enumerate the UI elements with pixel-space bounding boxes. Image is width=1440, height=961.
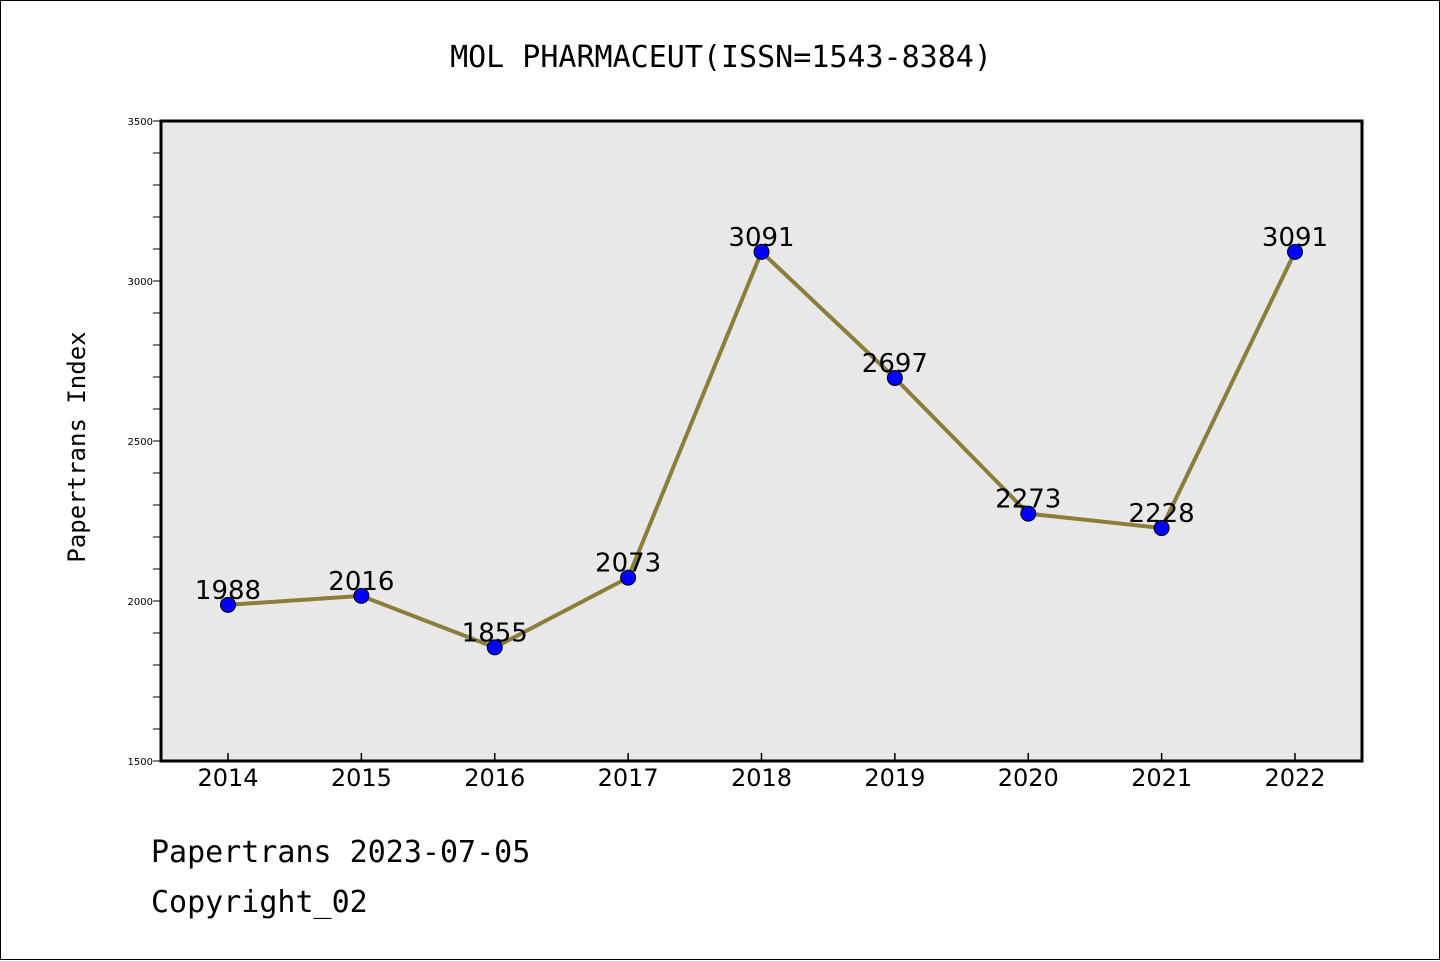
data-label: 2273 bbox=[995, 485, 1061, 515]
y-tick-label: 2000 bbox=[128, 597, 153, 608]
x-tick-label: 2021 bbox=[1131, 764, 1192, 792]
x-tick-label: 2016 bbox=[464, 764, 525, 792]
data-point bbox=[753, 243, 770, 260]
series-layer bbox=[220, 243, 1303, 656]
y-tick-label: 1500 bbox=[128, 757, 153, 768]
x-tick-label: 2017 bbox=[598, 764, 659, 792]
plot-area bbox=[159, 119, 1364, 763]
x-tick-label: 2020 bbox=[998, 764, 1059, 792]
data-point bbox=[1020, 505, 1037, 522]
data-label: 2073 bbox=[595, 549, 661, 579]
x-tick-label: 2022 bbox=[1264, 764, 1325, 792]
y-tick-label: 3000 bbox=[128, 277, 153, 288]
data-label: 2016 bbox=[328, 567, 394, 597]
data-point bbox=[886, 369, 903, 386]
y-tick-label: 3500 bbox=[128, 117, 153, 128]
footer-copyright: Copyright_02 bbox=[151, 885, 368, 920]
y-axis: 1500 2000 2500 3000 3500 bbox=[128, 117, 161, 768]
chart-title: MOL PHARMACEUT(ISSN=1543-8384) bbox=[450, 40, 992, 75]
data-label: 1855 bbox=[462, 618, 528, 648]
data-label: 3091 bbox=[1262, 223, 1328, 253]
data-point bbox=[620, 569, 637, 586]
x-tick-label: 2015 bbox=[331, 764, 392, 792]
data-point bbox=[486, 639, 503, 656]
x-tick-label: 2019 bbox=[864, 764, 925, 792]
footer-date: Papertrans 2023-07-05 bbox=[151, 835, 531, 870]
data-labels: 1988 2016 1855 2073 3091 2697 2273 2228 3091 bbox=[195, 223, 1328, 649]
x-tick-label: 2014 bbox=[197, 764, 258, 792]
data-point bbox=[353, 587, 370, 604]
y-axis-label: Papertrans Index bbox=[63, 331, 91, 562]
data-label: 2697 bbox=[862, 349, 928, 379]
data-label: 3091 bbox=[728, 223, 794, 253]
data-label: 1988 bbox=[195, 576, 261, 606]
y-tick-label: 2500 bbox=[128, 437, 153, 448]
x-tick-label: 2018 bbox=[731, 764, 792, 792]
x-axis: 2014 2015 2016 2017 2018 2019 2020 2021 2022 bbox=[197, 753, 1326, 792]
data-point bbox=[1287, 243, 1303, 260]
data-label: 2228 bbox=[1129, 499, 1195, 529]
data-point bbox=[1153, 520, 1170, 537]
data-point bbox=[220, 596, 236, 613]
